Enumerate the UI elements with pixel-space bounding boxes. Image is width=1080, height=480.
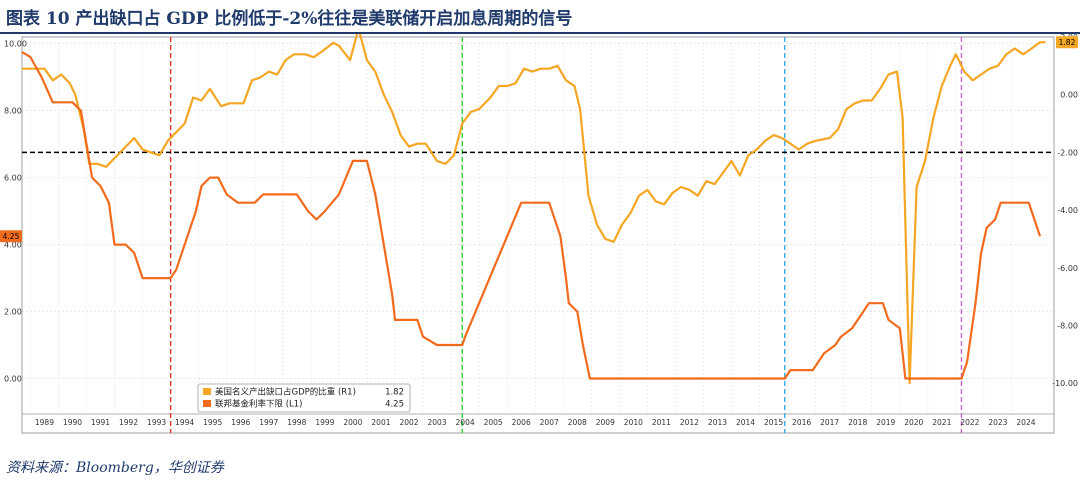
x-tick-label: 1994 — [175, 418, 194, 427]
x-tick-label: 1989 — [35, 418, 54, 427]
series-lines — [21, 34, 1046, 385]
y-right-tick-label: -2.00 — [1057, 148, 1078, 157]
x-tick-label: 2001 — [371, 418, 390, 427]
x-tick-label: 2010 — [624, 418, 643, 427]
legend-swatch — [203, 388, 211, 395]
x-tick-label: 2016 — [792, 418, 811, 427]
y-left-tick-label: 2.00 — [4, 308, 22, 317]
y-right-tick-label: -10.00 — [1052, 379, 1078, 388]
source-note: 资料来源：Bloomberg，华创证券 — [6, 460, 224, 476]
last-value-badges: 1.82 4.25 — [0, 36, 1078, 243]
x-tick-label: 2018 — [848, 418, 867, 427]
x-tick-label: 1990 — [63, 418, 82, 427]
last-value-label: 1.82 — [1059, 38, 1076, 47]
legend-swatch — [203, 400, 211, 407]
x-tick-label: 2020 — [904, 418, 923, 427]
left-axis-ticks: 0.00 2.00 4.00 6.00 8.00 10.00 — [4, 40, 27, 384]
event-lines — [169, 37, 963, 433]
x-tick-label: 1991 — [91, 418, 110, 427]
x-tick-label: 2003 — [427, 418, 446, 427]
legend-box — [197, 383, 411, 413]
y-right-tick-label: -4.00 — [1057, 206, 1078, 215]
y-left-tick-label: 10.00 — [4, 40, 27, 49]
series-line-2 — [21, 51, 1042, 380]
series-line-1 — [22, 34, 1046, 385]
x-tick-label: 2009 — [596, 418, 615, 427]
x-tick-label: 2022 — [960, 418, 979, 427]
line-chart: 0.00 2.00 4.00 6.00 8.00 10.00 -10.00 -8.00 -6.… — [0, 34, 1078, 434]
x-tick-label: 2024 — [1016, 418, 1035, 427]
x-tick-label: 2002 — [399, 418, 418, 427]
legend-label: 美国名义产出缺口占GDP的比重 (R1) — [215, 387, 356, 398]
x-tick-label: 2019 — [876, 418, 895, 427]
y-left-tick-label: 0.00 — [4, 375, 22, 384]
page-title: 图表 10 产出缺口占 GDP 比例低于-2%往往是美联储开启加息周期的信号 — [6, 9, 573, 29]
x-tick-label: 2012 — [680, 418, 699, 427]
x-tick-label: 2013 — [708, 418, 727, 427]
right-axis-ticks: -10.00-8.00-6.00-4.00-2.000.002.00 — [1052, 34, 1078, 388]
y-right-tick-label: -8.00 — [1057, 321, 1078, 330]
x-tick-label: 1996 — [231, 418, 250, 427]
x-tick-label: 2011 — [652, 418, 671, 427]
x-tick-label: 1997 — [259, 418, 278, 427]
x-tick-label: 2004 — [456, 418, 475, 427]
plot-frame — [21, 36, 1055, 434]
legend: 美国名义产出缺口占GDP的比重 (R1) 1.82 联邦基金利率下限 (L1) 4.2… — [197, 383, 411, 413]
y-right-tick-label: -6.00 — [1057, 264, 1078, 273]
legend-value: 4.25 — [385, 400, 404, 410]
legend-value: 1.82 — [385, 388, 404, 398]
y-left-tick-label: 6.00 — [4, 174, 22, 183]
y-right-tick-label: 0.00 — [1060, 91, 1078, 100]
x-tick-label: 1992 — [119, 418, 138, 427]
x-tick-label: 1998 — [287, 418, 306, 427]
last-value-label: 4.25 — [3, 232, 20, 241]
y-left-tick-label: 8.00 — [4, 107, 22, 116]
last-value-badge — [0, 230, 22, 243]
x-tick-label: 2008 — [568, 418, 587, 427]
title-underline — [0, 32, 1080, 34]
x-tick-label: 1995 — [203, 418, 222, 427]
y-left-tick-label: 4.00 — [4, 241, 22, 250]
x-tick-label: 2023 — [988, 418, 1007, 427]
x-tick-label: 2021 — [932, 418, 951, 427]
x-tick-label: 2014 — [736, 418, 755, 427]
x-tick-label: 1999 — [315, 418, 334, 427]
last-value-badge — [1056, 36, 1078, 49]
x-tick-label: 2017 — [820, 418, 839, 427]
x-tick-label: 2000 — [343, 418, 362, 427]
x-tick-label: 2007 — [540, 418, 559, 427]
x-tick-label: 2005 — [484, 418, 503, 427]
x-tick-label: 1993 — [147, 418, 166, 427]
legend-label: 联邦基金利率下限 (L1) — [215, 399, 302, 410]
x-tick-label: 2006 — [512, 418, 531, 427]
x-tick-label: 2015 — [764, 418, 783, 427]
x-axis-ticks: 1989 1990 1991 1992 1993 1994 1995 1996 1997 1998… — [35, 418, 1036, 427]
